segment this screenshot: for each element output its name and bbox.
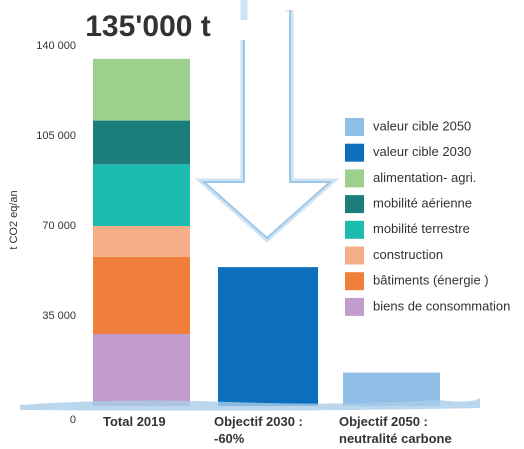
- x-tick-label: Total 2019: [103, 413, 203, 430]
- bar-segment: [93, 59, 190, 121]
- legend-swatch: [345, 118, 364, 136]
- y-tick-label: 105 000: [36, 130, 76, 142]
- y-tick-label: 140 000: [36, 40, 76, 52]
- legend-label: construction: [373, 247, 443, 262]
- bar-segment: [93, 257, 190, 334]
- legend-swatch: [345, 298, 364, 316]
- legend-label: biens de consommation: [373, 298, 510, 313]
- x-tick-label: Objectif 2030 : -60%: [214, 413, 314, 447]
- y-tick-label: 35 000: [42, 310, 76, 322]
- page: 135'000 t t CO2 eq/an 0 35 000 70 000 105 0…: [0, 0, 524, 449]
- legend-label: alimentation- agri.: [373, 170, 476, 185]
- bar-segment: [93, 164, 190, 226]
- legend-swatch: [345, 272, 364, 290]
- bar-segment: [93, 121, 190, 165]
- legend-swatch: [345, 144, 364, 162]
- bar-segment: [218, 267, 318, 406]
- y-tick-label: 0: [70, 414, 76, 426]
- chart-title: 135'000 t: [85, 10, 211, 43]
- y-axis-label: t CO2 eq/an: [8, 190, 20, 249]
- legend-swatch: [345, 247, 364, 265]
- y-tick-label: 70 000: [42, 220, 76, 232]
- x-tick-label: Objectif 2050 : neutralité carbone: [339, 413, 459, 447]
- legend-swatch: [345, 195, 364, 213]
- legend-label: bâtiments (énergie ): [373, 273, 489, 288]
- legend-swatch: [345, 169, 364, 187]
- legend-label: mobilité terrestre: [373, 221, 470, 236]
- arrow-outline: [204, 10, 330, 238]
- legend-label: mobilité aérienne: [373, 196, 472, 211]
- bar-segment: [93, 226, 190, 257]
- chart: 135'000 t t CO2 eq/an 0 35 000 70 000 105 0…: [0, 0, 524, 449]
- legend-label: valeur cible 2030: [373, 144, 471, 159]
- legend-swatch: [345, 221, 364, 239]
- bar-segment: [93, 334, 190, 406]
- legend-label: valeur cible 2050: [373, 118, 471, 133]
